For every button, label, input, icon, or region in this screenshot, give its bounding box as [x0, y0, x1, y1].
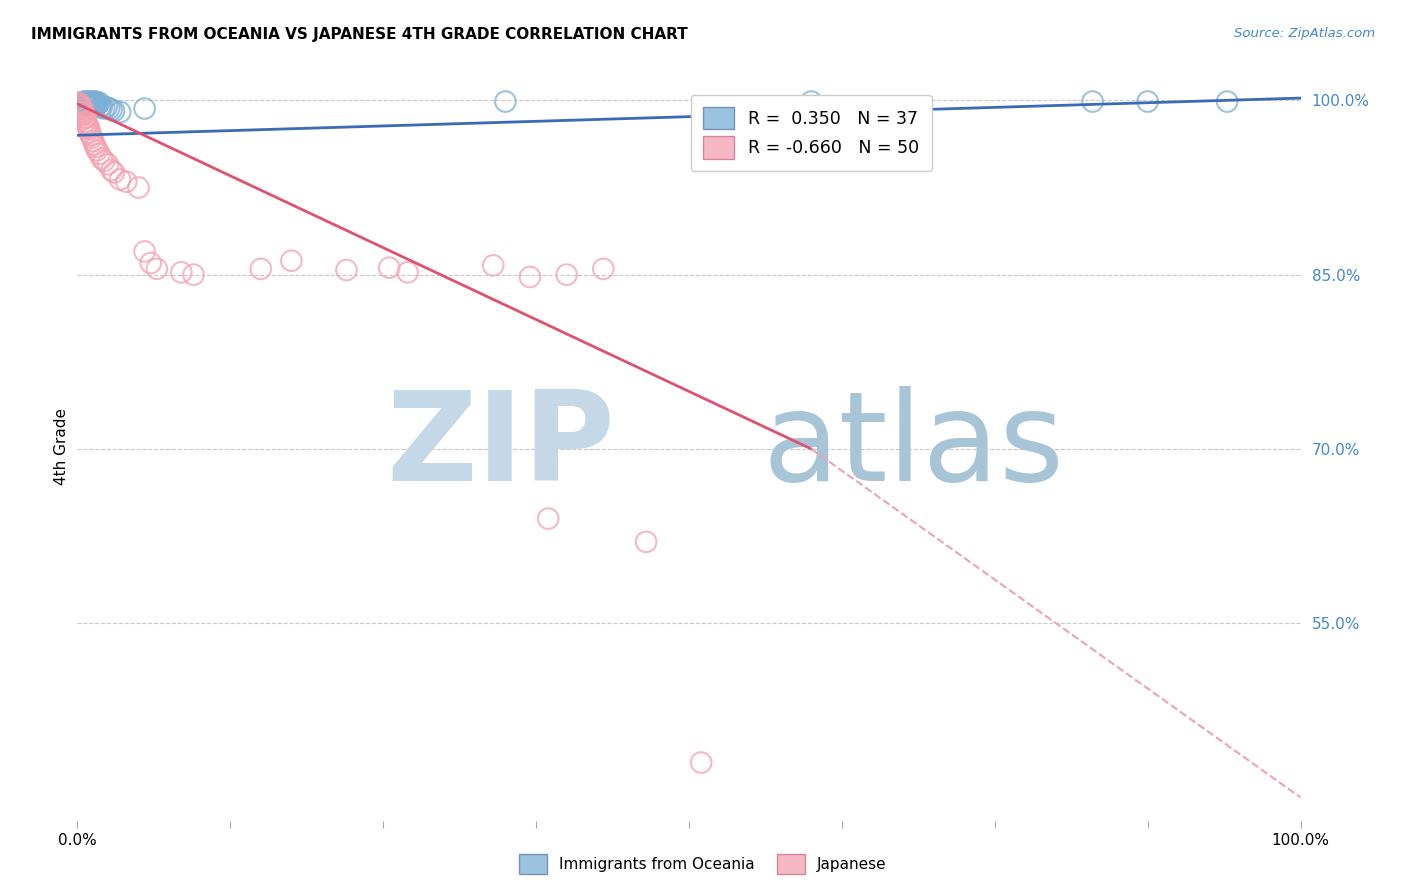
Point — [84, 95, 107, 109]
Point — [77, 95, 100, 109]
Point — [80, 98, 103, 112]
Point — [84, 140, 107, 154]
Point — [80, 95, 103, 110]
Point — [108, 105, 131, 120]
Point — [69, 99, 91, 113]
Point — [70, 102, 93, 116]
Point — [90, 100, 112, 114]
Point — [93, 153, 115, 168]
Point — [77, 96, 100, 111]
Point — [73, 111, 96, 125]
Point — [70, 96, 93, 111]
Point — [378, 260, 401, 275]
Point — [146, 261, 169, 276]
Point — [79, 126, 101, 140]
Point — [86, 144, 108, 158]
Point — [636, 534, 658, 549]
Point — [79, 95, 101, 110]
Point — [82, 134, 104, 148]
Text: atlas: atlas — [762, 385, 1064, 507]
Point — [75, 95, 97, 109]
Point — [183, 268, 205, 282]
Point — [115, 175, 138, 189]
Point — [76, 117, 98, 131]
Point — [90, 152, 112, 166]
Point — [482, 258, 505, 272]
Point — [537, 511, 560, 525]
Point — [75, 114, 97, 128]
Legend: R =  0.350   N = 37, R = -0.660   N = 50: R = 0.350 N = 37, R = -0.660 N = 50 — [690, 95, 932, 171]
Point — [80, 95, 103, 109]
Point — [72, 107, 94, 121]
Point — [519, 270, 541, 285]
Point — [84, 96, 107, 111]
Point — [82, 95, 104, 109]
Text: IMMIGRANTS FROM OCEANIA VS JAPANESE 4TH GRADE CORRELATION CHART: IMMIGRANTS FROM OCEANIA VS JAPANESE 4TH … — [31, 27, 688, 42]
Point — [250, 261, 273, 276]
Point — [335, 263, 357, 277]
Point — [103, 165, 125, 179]
Point — [800, 95, 823, 109]
Point — [76, 95, 98, 110]
Point — [83, 98, 105, 112]
Point — [89, 95, 111, 110]
Point — [73, 95, 96, 110]
Point — [170, 265, 193, 279]
Point — [76, 98, 98, 112]
Point — [80, 130, 103, 145]
Point — [90, 99, 112, 113]
Point — [86, 98, 108, 112]
Point — [70, 99, 93, 113]
Point — [139, 256, 162, 270]
Point — [73, 107, 96, 121]
Point — [82, 96, 104, 111]
Point — [103, 103, 125, 118]
Point — [75, 111, 97, 125]
Point — [100, 163, 122, 178]
Point — [1216, 95, 1239, 109]
Point — [592, 261, 614, 276]
Point — [75, 96, 97, 111]
Point — [396, 265, 419, 279]
Point — [70, 103, 93, 117]
Text: ZIP: ZIP — [387, 385, 616, 507]
Point — [87, 96, 110, 111]
Point — [108, 172, 131, 186]
Y-axis label: 4th Grade: 4th Grade — [53, 408, 69, 484]
Point — [134, 244, 156, 259]
Point — [76, 119, 98, 133]
Point — [83, 95, 105, 110]
Point — [98, 102, 121, 116]
Point — [97, 157, 120, 171]
Point — [690, 756, 713, 770]
Text: Source: ZipAtlas.com: Source: ZipAtlas.com — [1234, 27, 1375, 40]
Point — [1081, 95, 1104, 109]
Point — [79, 122, 101, 136]
Point — [134, 102, 156, 116]
Point — [127, 180, 149, 194]
Point — [69, 96, 91, 111]
Point — [93, 102, 115, 116]
Legend: Immigrants from Oceania, Japanese: Immigrants from Oceania, Japanese — [513, 848, 893, 880]
Point — [80, 128, 103, 143]
Point — [89, 146, 111, 161]
Point — [555, 268, 578, 282]
Point — [1136, 95, 1159, 109]
Point — [77, 120, 100, 135]
Point — [80, 96, 103, 111]
Point — [67, 95, 90, 110]
Point — [96, 100, 118, 114]
Point — [72, 95, 94, 109]
Point — [495, 95, 517, 109]
Point — [72, 105, 94, 120]
Point — [83, 137, 105, 152]
Point — [70, 105, 93, 120]
Point — [100, 103, 122, 117]
Point — [280, 253, 302, 268]
